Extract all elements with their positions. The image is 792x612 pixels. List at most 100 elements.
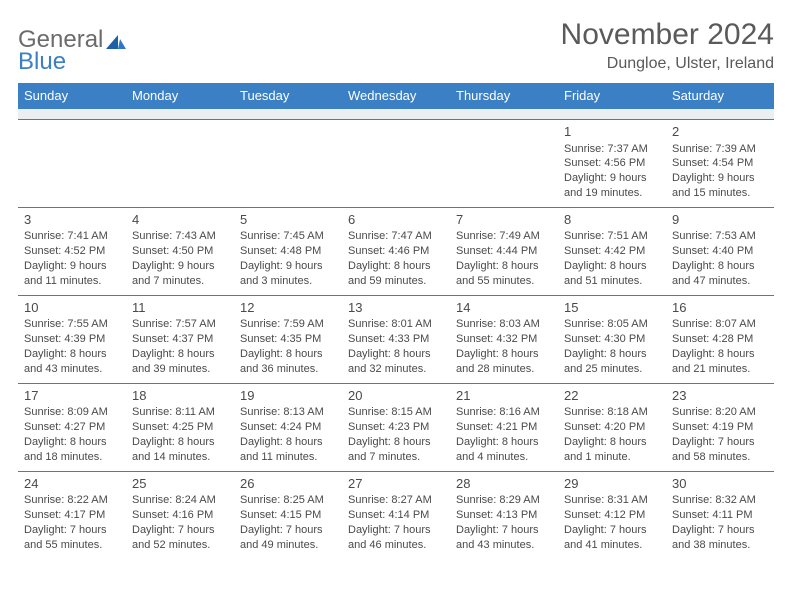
day-number: 17 [24, 387, 120, 405]
calendar-head: Sunday Monday Tuesday Wednesday Thursday… [18, 83, 774, 109]
day-cell: 24Sunrise: 8:22 AMSunset: 4:17 PMDayligh… [18, 471, 126, 558]
month-title: November 2024 [561, 18, 774, 51]
day-number: 28 [456, 475, 552, 493]
day-cell [342, 120, 450, 208]
sunrise-text: Sunrise: 7:45 AM [240, 229, 336, 244]
daylight-text: Daylight: 7 hours and 49 minutes. [240, 523, 336, 553]
daylight-text: Daylight: 8 hours and 39 minutes. [132, 347, 228, 377]
day-number: 10 [24, 299, 120, 317]
day-number: 19 [240, 387, 336, 405]
day-cell: 26Sunrise: 8:25 AMSunset: 4:15 PMDayligh… [234, 471, 342, 558]
day-number: 26 [240, 475, 336, 493]
sunrise-text: Sunrise: 7:51 AM [564, 229, 660, 244]
weekday-header: Saturday [666, 83, 774, 109]
sunset-text: Sunset: 4:40 PM [672, 244, 768, 259]
calendar-table: Sunday Monday Tuesday Wednesday Thursday… [18, 83, 774, 559]
day-cell: 29Sunrise: 8:31 AMSunset: 4:12 PMDayligh… [558, 471, 666, 558]
sunrise-text: Sunrise: 7:53 AM [672, 229, 768, 244]
weekday-row: Sunday Monday Tuesday Wednesday Thursday… [18, 83, 774, 109]
sunrise-text: Sunrise: 8:29 AM [456, 493, 552, 508]
day-cell [126, 120, 234, 208]
day-cell: 25Sunrise: 8:24 AMSunset: 4:16 PMDayligh… [126, 471, 234, 558]
sunset-text: Sunset: 4:19 PM [672, 420, 768, 435]
sunrise-text: Sunrise: 8:01 AM [348, 317, 444, 332]
day-cell: 22Sunrise: 8:18 AMSunset: 4:20 PMDayligh… [558, 383, 666, 471]
sunset-text: Sunset: 4:24 PM [240, 420, 336, 435]
sunset-text: Sunset: 4:52 PM [24, 244, 120, 259]
day-number: 11 [132, 299, 228, 317]
sunset-text: Sunset: 4:25 PM [132, 420, 228, 435]
daylight-text: Daylight: 7 hours and 55 minutes. [24, 523, 120, 553]
sunset-text: Sunset: 4:35 PM [240, 332, 336, 347]
day-cell: 14Sunrise: 8:03 AMSunset: 4:32 PMDayligh… [450, 295, 558, 383]
day-cell: 21Sunrise: 8:16 AMSunset: 4:21 PMDayligh… [450, 383, 558, 471]
week-row: 1Sunrise: 7:37 AMSunset: 4:56 PMDaylight… [18, 120, 774, 208]
day-number: 24 [24, 475, 120, 493]
sunset-text: Sunset: 4:11 PM [672, 508, 768, 523]
day-number: 3 [24, 211, 120, 229]
daylight-text: Daylight: 8 hours and 43 minutes. [24, 347, 120, 377]
logo-text-2: Blue [18, 48, 66, 76]
day-cell: 7Sunrise: 7:49 AMSunset: 4:44 PMDaylight… [450, 207, 558, 295]
day-number: 30 [672, 475, 768, 493]
logo-sail-icon [105, 32, 127, 50]
day-number: 29 [564, 475, 660, 493]
header: General November 2024 Dungloe, Ulster, I… [18, 18, 774, 73]
sunrise-text: Sunrise: 8:03 AM [456, 317, 552, 332]
sunset-text: Sunset: 4:13 PM [456, 508, 552, 523]
sunset-text: Sunset: 4:17 PM [24, 508, 120, 523]
day-cell: 8Sunrise: 7:51 AMSunset: 4:42 PMDaylight… [558, 207, 666, 295]
sunrise-text: Sunrise: 8:25 AM [240, 493, 336, 508]
day-number: 15 [564, 299, 660, 317]
sunrise-text: Sunrise: 8:13 AM [240, 405, 336, 420]
weekday-header: Tuesday [234, 83, 342, 109]
daylight-text: Daylight: 8 hours and 18 minutes. [24, 435, 120, 465]
sunset-text: Sunset: 4:23 PM [348, 420, 444, 435]
day-number: 18 [132, 387, 228, 405]
day-cell: 18Sunrise: 8:11 AMSunset: 4:25 PMDayligh… [126, 383, 234, 471]
day-cell [18, 120, 126, 208]
sunset-text: Sunset: 4:54 PM [672, 156, 768, 171]
day-number: 4 [132, 211, 228, 229]
day-number: 8 [564, 211, 660, 229]
sunrise-text: Sunrise: 8:20 AM [672, 405, 768, 420]
daylight-text: Daylight: 8 hours and 11 minutes. [240, 435, 336, 465]
day-number: 6 [348, 211, 444, 229]
week-row: 10Sunrise: 7:55 AMSunset: 4:39 PMDayligh… [18, 295, 774, 383]
sunset-text: Sunset: 4:14 PM [348, 508, 444, 523]
sunrise-text: Sunrise: 8:07 AM [672, 317, 768, 332]
daylight-text: Daylight: 8 hours and 55 minutes. [456, 259, 552, 289]
day-cell: 28Sunrise: 8:29 AMSunset: 4:13 PMDayligh… [450, 471, 558, 558]
sunset-text: Sunset: 4:16 PM [132, 508, 228, 523]
sunset-text: Sunset: 4:33 PM [348, 332, 444, 347]
sunrise-text: Sunrise: 8:16 AM [456, 405, 552, 420]
day-cell [234, 120, 342, 208]
sunrise-text: Sunrise: 7:57 AM [132, 317, 228, 332]
sunset-text: Sunset: 4:48 PM [240, 244, 336, 259]
daylight-text: Daylight: 7 hours and 58 minutes. [672, 435, 768, 465]
daylight-text: Daylight: 8 hours and 4 minutes. [456, 435, 552, 465]
week-row: 17Sunrise: 8:09 AMSunset: 4:27 PMDayligh… [18, 383, 774, 471]
week-row: 3Sunrise: 7:41 AMSunset: 4:52 PM Daylight… [18, 207, 774, 295]
day-number: 9 [672, 211, 768, 229]
sunrise-text: Sunrise: 7:41 AM [24, 229, 120, 244]
daylight-text: Daylight: 7 hours and 46 minutes. [348, 523, 444, 553]
sunrise-text: Sunrise: 8:05 AM [564, 317, 660, 332]
sunrise-text: Sunrise: 8:24 AM [132, 493, 228, 508]
sunset-text: Sunset: 4:32 PM [456, 332, 552, 347]
weekday-header: Monday [126, 83, 234, 109]
daylight-text: Daylight: 9 hours and 3 minutes. [240, 259, 336, 289]
day-cell: 23Sunrise: 8:20 AMSunset: 4:19 PMDayligh… [666, 383, 774, 471]
day-number: 1 [564, 123, 660, 141]
day-cell: 5Sunrise: 7:45 AMSunset: 4:48 PMDaylight… [234, 207, 342, 295]
day-number: 7 [456, 211, 552, 229]
daylight-text: Daylight: 8 hours and 28 minutes. [456, 347, 552, 377]
sunset-text: Sunset: 4:56 PM [564, 156, 660, 171]
day-cell: 6Sunrise: 7:47 AMSunset: 4:46 PMDaylight… [342, 207, 450, 295]
day-cell: 17Sunrise: 8:09 AMSunset: 4:27 PMDayligh… [18, 383, 126, 471]
day-number: 21 [456, 387, 552, 405]
sunrise-text: Sunrise: 7:43 AM [132, 229, 228, 244]
sunrise-text: Sunrise: 8:22 AM [24, 493, 120, 508]
sunrise-text: Sunrise: 8:27 AM [348, 493, 444, 508]
sunrise-text: Sunrise: 7:59 AM [240, 317, 336, 332]
